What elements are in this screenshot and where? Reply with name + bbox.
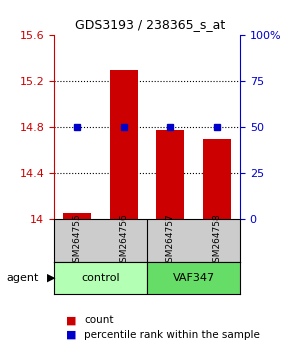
Text: ■: ■ — [66, 330, 76, 339]
Text: GSM264755: GSM264755 — [73, 213, 82, 268]
Text: VAF347: VAF347 — [172, 273, 214, 283]
Bar — [156, 130, 184, 219]
Bar — [63, 213, 91, 219]
Text: count: count — [84, 315, 113, 325]
Text: ▶: ▶ — [46, 273, 55, 283]
Text: GDS3193 / 238365_s_at: GDS3193 / 238365_s_at — [75, 18, 225, 31]
Text: ■: ■ — [66, 315, 76, 325]
Bar — [147, 262, 240, 294]
Text: GSM264757: GSM264757 — [166, 213, 175, 268]
Bar — [203, 139, 231, 219]
Text: control: control — [81, 273, 120, 283]
Text: GSM264758: GSM264758 — [212, 213, 221, 268]
Bar — [54, 262, 147, 294]
Bar — [110, 70, 138, 219]
Text: percentile rank within the sample: percentile rank within the sample — [84, 330, 260, 339]
Text: agent: agent — [6, 273, 38, 283]
Text: GSM264756: GSM264756 — [119, 213, 128, 268]
